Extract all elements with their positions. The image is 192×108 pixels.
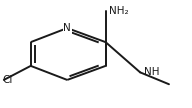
Text: NH₂: NH₂ bbox=[109, 6, 129, 16]
Text: NH: NH bbox=[144, 67, 160, 77]
Text: N: N bbox=[63, 23, 71, 33]
Text: Cl: Cl bbox=[2, 75, 12, 85]
